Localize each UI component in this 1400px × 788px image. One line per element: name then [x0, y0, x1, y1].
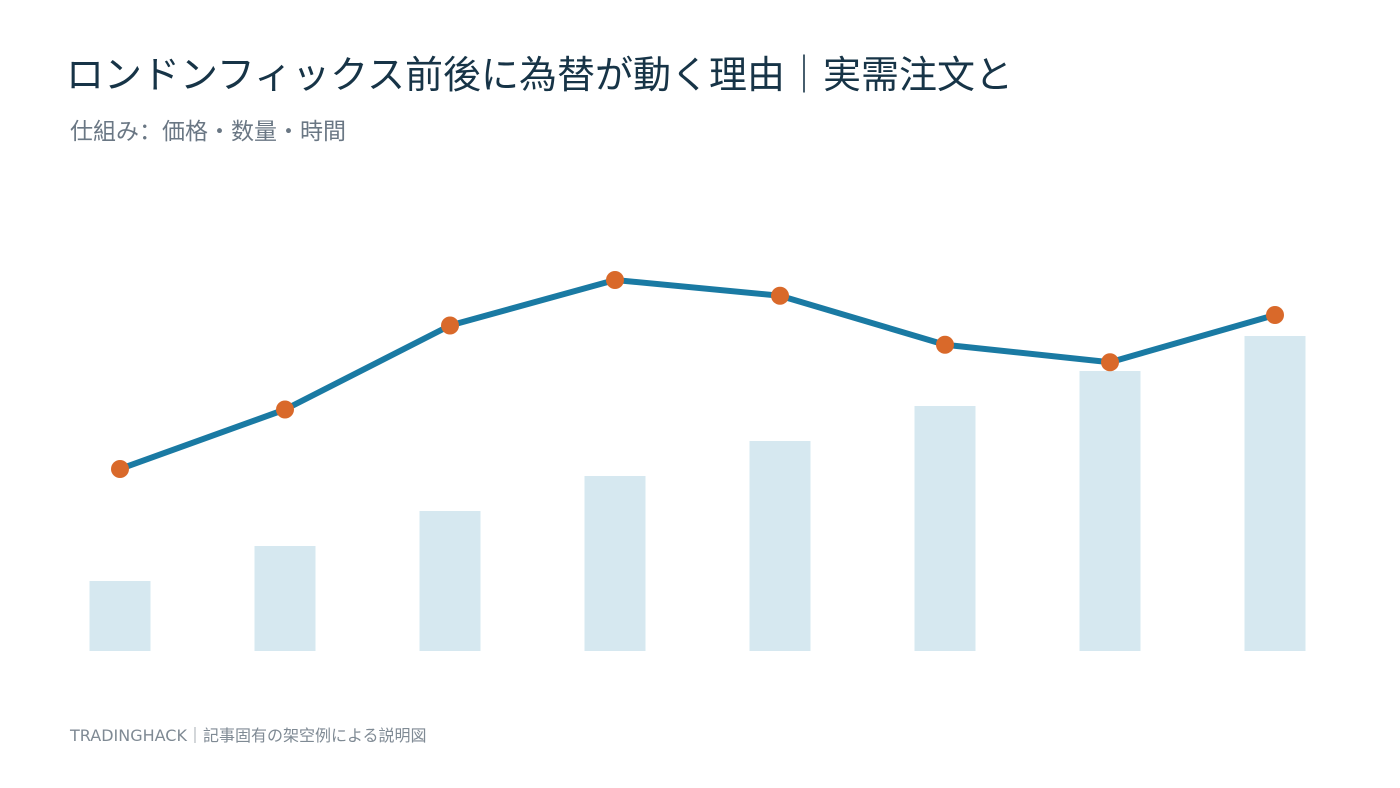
line-point-7 [1101, 353, 1119, 372]
line-point-4 [606, 271, 624, 289]
line-point-8 [1266, 306, 1284, 324]
chart-subtitle: 仕組み：価格・数量・時間 [70, 119, 346, 145]
bar-2 [254, 546, 316, 651]
bar-7 [1079, 371, 1141, 651]
bar-4 [584, 476, 646, 651]
line-point-6 [936, 335, 954, 354]
series-line [117, 277, 1278, 472]
marker-series [111, 271, 1284, 478]
bar-1 [89, 581, 151, 651]
bar-8 [1244, 336, 1306, 651]
line-point-2 [276, 400, 294, 419]
source-note: TRADINGHACK｜記事固有の架空例による説明図 [70, 726, 427, 745]
line-point-1 [111, 460, 129, 478]
bar-6 [914, 406, 976, 651]
line-point-5 [771, 286, 789, 305]
line-series [117, 277, 1278, 472]
chart-title: ロンドンフィックス前後に為替が動く理由｜実需注文と [66, 53, 1013, 97]
bar-3 [419, 511, 481, 651]
line-point-3 [441, 316, 459, 335]
bar-5 [749, 441, 811, 651]
bar-series [89, 336, 1306, 651]
